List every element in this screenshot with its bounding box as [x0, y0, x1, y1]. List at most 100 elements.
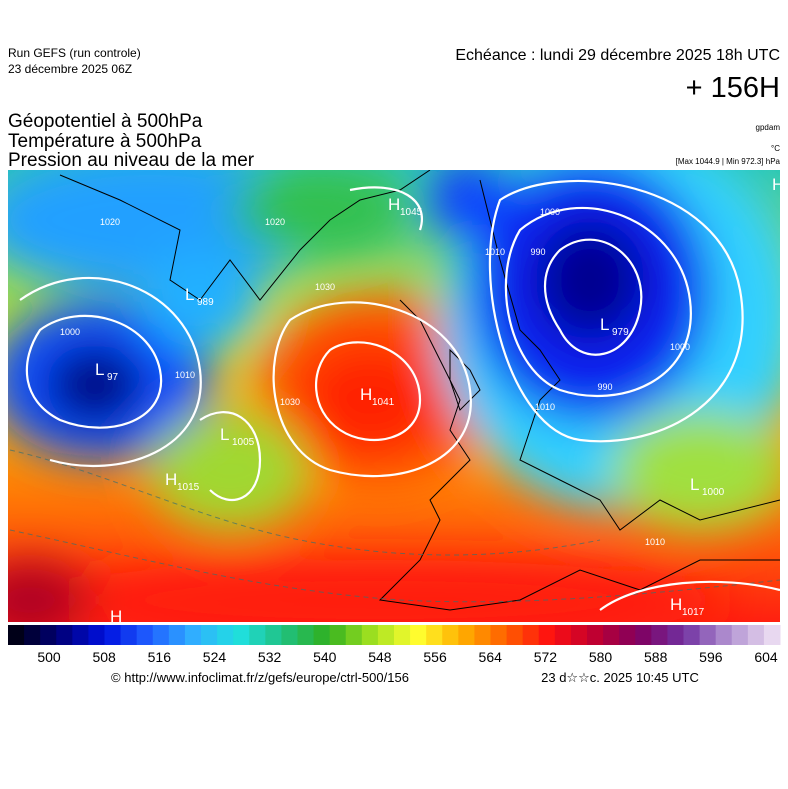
center-value: 1005 [232, 437, 255, 448]
colorbar-tick-label: 588 [644, 649, 668, 665]
colorbar-tick-label: 540 [313, 649, 337, 665]
colorbar-swatch [329, 625, 347, 645]
center-value: 989 [197, 297, 214, 308]
center-letter: H [360, 385, 372, 404]
lead-time: + 156H [686, 72, 780, 104]
colorbar-swatch [377, 625, 395, 645]
colorbar-swatch [40, 625, 57, 645]
colorbar-swatch [24, 625, 41, 645]
colorbar-swatch [265, 625, 282, 645]
contour-label: 1000 [670, 342, 690, 352]
colorbar-tick-label: 596 [699, 649, 723, 665]
colorbar-tick-label: 548 [368, 649, 392, 665]
center-value: 97 [107, 372, 119, 383]
colorbar-swatch [56, 625, 73, 645]
contour-label: 1030 [315, 282, 335, 292]
colorbar-swatch [394, 625, 411, 645]
colorbar-tick-label: 604 [754, 649, 778, 665]
field: Pression au niveau de la mer [8, 150, 255, 171]
field: Température à 500hPa [8, 131, 202, 152]
colorbar-swatch [587, 625, 604, 645]
contour-label: 1010 [645, 537, 665, 547]
colorbar-swatch [538, 625, 556, 645]
colorbar-swatch [635, 625, 652, 645]
colorbar-swatch [554, 625, 572, 645]
center-value: 979 [612, 327, 629, 338]
contour-label: 1010 [175, 370, 195, 380]
center-letter: H [165, 470, 177, 489]
map [8, 170, 780, 622]
colorbar-swatch [136, 625, 154, 645]
contour-label: 1030 [280, 397, 300, 407]
colorbar-swatch [281, 625, 298, 645]
center-value: 1000 [702, 487, 725, 498]
contour-label: 990 [597, 382, 612, 392]
center-letter: H [388, 195, 400, 214]
unit: °C [771, 144, 780, 153]
contour-label: 1010 [485, 247, 505, 257]
colorbar-tick-label: 508 [92, 649, 116, 665]
colorbar: 500 508 516 524 532 540 548 556 564 572 580 588 596 6… [8, 625, 781, 665]
colorbar-swatch [249, 625, 266, 645]
colorbar-swatch [506, 625, 524, 645]
colorbar-swatch [715, 625, 733, 645]
colorbar-swatch [490, 625, 508, 645]
colorbar-swatch [104, 625, 122, 645]
colorbar-swatch [747, 625, 765, 645]
colorbar-swatch [88, 625, 105, 645]
colorbar-tick-label: 500 [37, 649, 61, 665]
contour-label: 1010 [535, 402, 555, 412]
colorbar-swatch [217, 625, 234, 645]
colorbar-swatch [763, 625, 781, 645]
center-value: 1041 [372, 397, 395, 408]
colorbar-swatch [72, 625, 89, 645]
center-letter: L [600, 315, 609, 334]
colorbar-tick-label: 524 [203, 649, 227, 665]
colorbar-swatch [603, 625, 620, 645]
colorbar-swatch [667, 625, 684, 645]
colorbar-tick-label: 580 [589, 649, 613, 665]
colorbar-swatch [233, 625, 250, 645]
colorbar-swatch [651, 625, 668, 645]
center-letter: L [690, 475, 699, 494]
unit: [Max 1044.9 | Min 972.3] hPa [676, 157, 781, 166]
footer-url: © http://www.infoclimat.fr/z/gefs/europe… [111, 670, 409, 685]
colorbar-swatch [570, 625, 588, 645]
colorbar-swatch [184, 625, 202, 645]
colorbar-swatch [410, 625, 427, 645]
colorbar-swatch [345, 625, 363, 645]
colorbar-swatch [522, 625, 540, 645]
center-letter: H [670, 595, 682, 614]
colorbar-swatch [313, 625, 331, 645]
colorbar-swatch [731, 625, 749, 645]
colorbar-swatch [361, 625, 379, 645]
run: Run GEFS (run controle) [8, 46, 141, 60]
center-value: 1017 [682, 607, 705, 618]
center-letter: H [110, 607, 122, 626]
center-value: 1045 [400, 207, 423, 218]
center-letter: L [185, 285, 194, 304]
contour-label: 1000 [540, 207, 560, 217]
colorbar-swatch [152, 625, 170, 645]
colorbar-tick-label: 532 [258, 649, 282, 665]
colorbar-swatch [458, 625, 475, 645]
colorbar-swatch [683, 625, 701, 645]
colorbar-swatch [201, 625, 218, 645]
colorbar-swatch [297, 625, 315, 645]
colorbar-swatch [619, 625, 636, 645]
center-value: 1015 [177, 482, 200, 493]
center-letter: H [772, 175, 784, 194]
field: Géopotentiel à 500hPa [8, 111, 203, 132]
contour-label: 1000 [60, 327, 80, 337]
contour-label: 1020 [100, 217, 120, 227]
center-letter: L [95, 360, 104, 379]
colorbar-swatch [8, 625, 25, 645]
contour-label: 990 [530, 247, 545, 257]
colorbar-tick-label: 564 [479, 649, 503, 665]
colorbar-swatch [426, 625, 443, 645]
colorbar-swatch [168, 625, 186, 645]
run-date: 23 décembre 2025 06Z [8, 62, 132, 76]
contour-labels: 1020 1020 1000 1010 1030 1000 990 1010 990 1000 10… [60, 207, 690, 547]
